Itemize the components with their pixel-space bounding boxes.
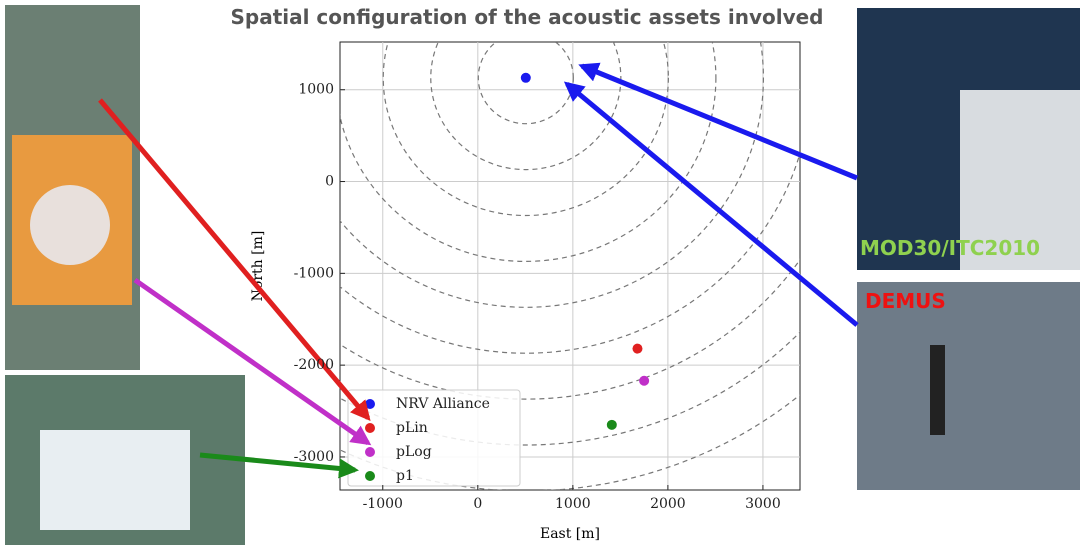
- arrow: [578, 62, 858, 181]
- range-ring: [382, 42, 669, 217]
- legend-marker: [365, 399, 375, 409]
- point: [520, 72, 531, 83]
- y-tick-label: 0: [325, 174, 334, 190]
- legend-box: [347, 389, 521, 487]
- x-tick-label: -1000: [363, 496, 403, 512]
- y-tick-label: -1000: [294, 265, 334, 281]
- legend-marker: [365, 447, 375, 457]
- photo-ball: [30, 185, 110, 265]
- arrow: [98, 98, 371, 422]
- point: [639, 375, 650, 386]
- x-tick-label: 1000: [555, 496, 591, 512]
- legend: NRV Alliance pLin pLog p1: [347, 389, 521, 487]
- range-ring: [477, 42, 574, 125]
- photo-demus: [857, 282, 1080, 490]
- y-tick-label: -2000: [294, 357, 334, 373]
- y-tick-label: -3000: [294, 449, 334, 465]
- arrow: [133, 277, 372, 446]
- range-ring: [340, 42, 764, 308]
- legend-label: pLog: [396, 444, 432, 460]
- arrow: [199, 452, 359, 479]
- x-tick-label: 0: [473, 496, 482, 512]
- x-tick-label: 3000: [745, 496, 781, 512]
- chart-title: Spatial configuration of the acoustic as…: [230, 5, 823, 29]
- y-tick-label: 1000: [298, 82, 334, 98]
- legend-label: p1: [396, 468, 414, 484]
- photo-caption: DEMUS: [865, 289, 946, 313]
- photo-caption: MOD30/ITC2010: [860, 236, 1040, 260]
- range-ring: [340, 42, 717, 262]
- legend-marker: [365, 471, 375, 481]
- photo-ship-detail: [960, 90, 1080, 270]
- range-ring: [430, 42, 622, 171]
- x-tick-label: 2000: [650, 496, 686, 512]
- legend-marker: [365, 423, 375, 433]
- photo-array: [930, 345, 945, 435]
- point: [632, 343, 643, 354]
- legend-label: pLin: [396, 420, 428, 436]
- photo-basket2: [40, 430, 190, 530]
- point: [606, 419, 617, 430]
- x-axis-label: East [m]: [540, 526, 600, 542]
- legend-label: NRV Alliance: [396, 396, 490, 412]
- arrow: [563, 81, 859, 327]
- range-ring: [340, 258, 800, 400]
- range-ring: [340, 331, 800, 446]
